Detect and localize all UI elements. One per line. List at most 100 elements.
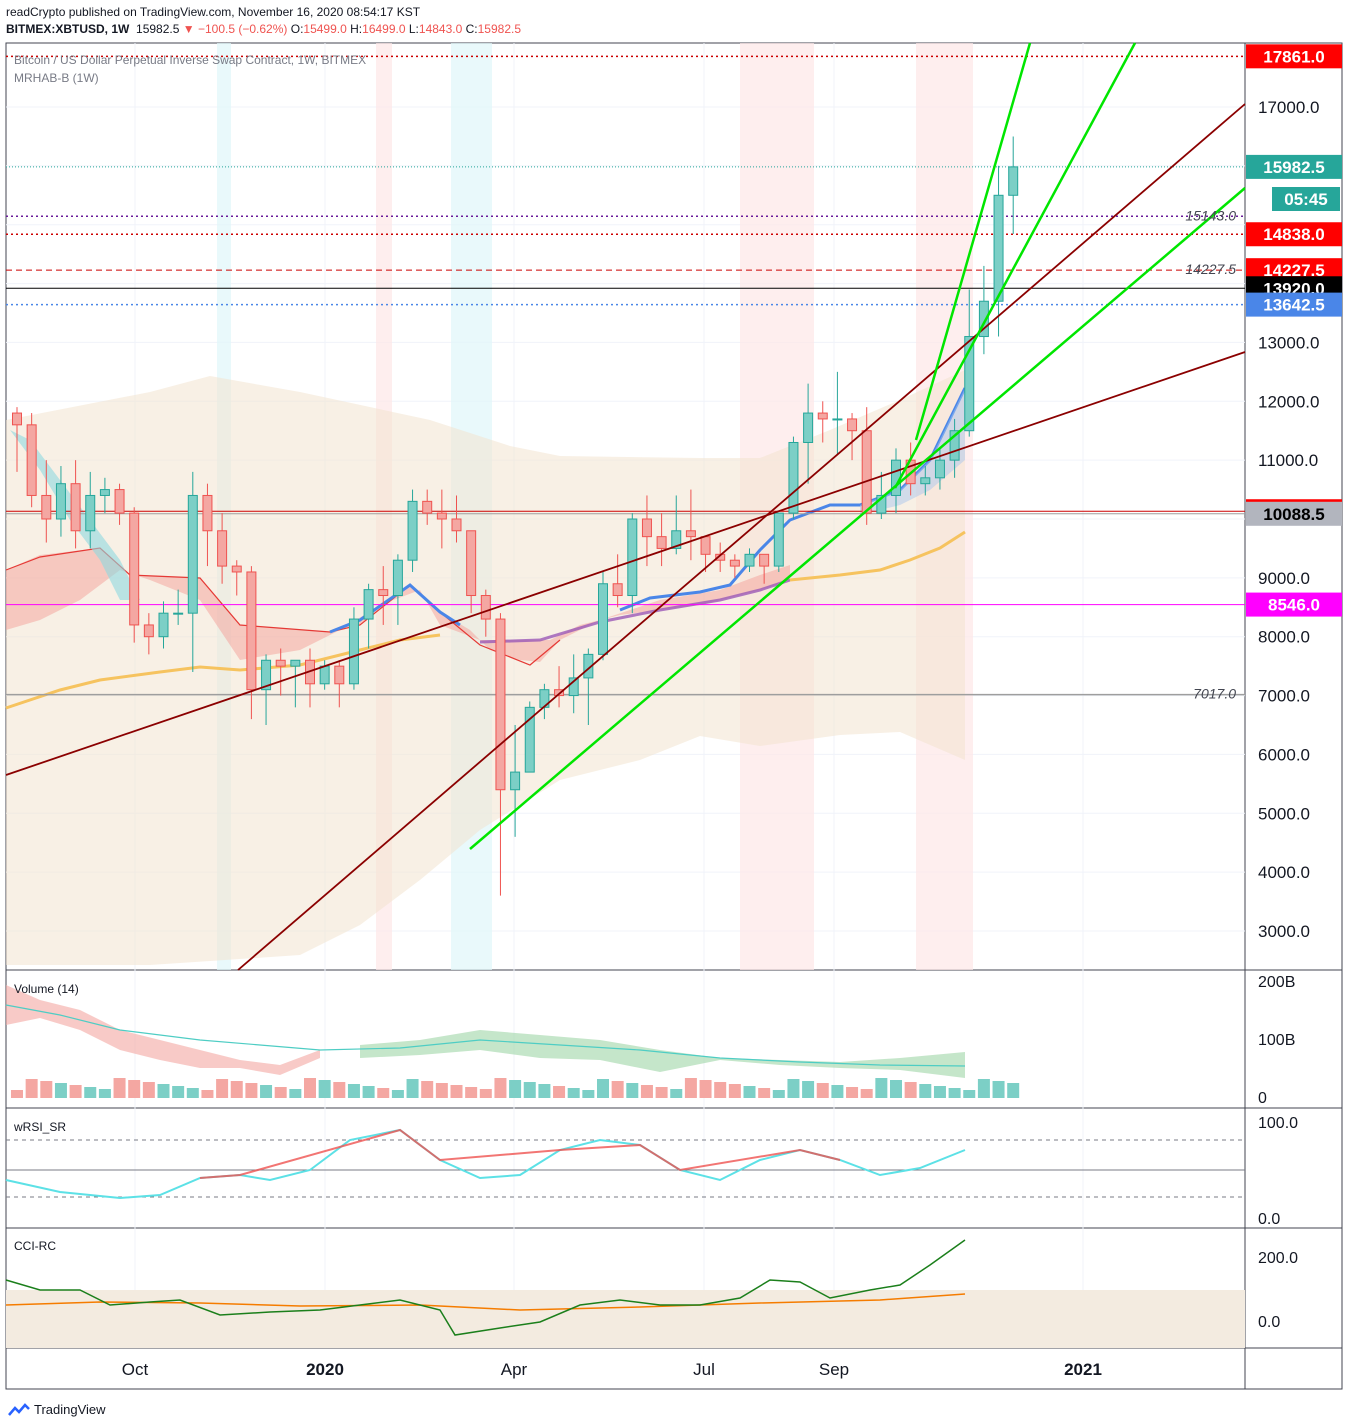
volume-bar: [860, 1089, 873, 1098]
price-tag-text: 14227.5: [1263, 261, 1324, 280]
volume-bar: [597, 1079, 609, 1098]
price-tag-box: [1246, 44, 1342, 69]
candle-body: [290, 659, 301, 667]
horizontal-levels: [6, 55, 1245, 696]
candle-body: [656, 536, 667, 549]
level-label: 7017.0: [1193, 686, 1236, 702]
price-tag-box: [1246, 292, 1342, 317]
volume-bar: [523, 1082, 536, 1098]
symbol-label: BITMEX:XBTUSD, 1W: [6, 22, 130, 36]
volume-bar: [245, 1083, 258, 1098]
candle-body: [568, 677, 579, 697]
volume-bar: [391, 1090, 404, 1098]
level-label: 14227.5: [1185, 261, 1236, 277]
volume-bar: [201, 1090, 214, 1098]
candle-body: [949, 430, 960, 461]
candle-body: [700, 536, 711, 555]
time-tick: 2021: [1064, 1360, 1102, 1379]
volume-bar: [406, 1079, 419, 1098]
cci-band: [6, 1290, 1245, 1348]
candle-body: [641, 518, 652, 538]
volume-cloud-red: [6, 985, 320, 1075]
candle-body: [803, 412, 814, 443]
wrsi-pane: [5, 1128, 1245, 1200]
time-tick: Jul: [693, 1360, 715, 1379]
candle-body: [143, 624, 154, 638]
price-tag-box: [1246, 501, 1342, 526]
volume-bar: [758, 1088, 771, 1098]
candle-body: [26, 424, 37, 496]
wrsi-red-segments: [199, 1128, 841, 1179]
candle-body: [920, 477, 931, 485]
candle-body: [407, 500, 418, 561]
volume-pane: [5, 985, 1020, 1098]
volume-bar: [69, 1085, 82, 1098]
price-tick: 6000.0: [1258, 745, 1310, 764]
price-tags: 17861.015982.505:4514838.014227.513920.0…: [1246, 44, 1342, 617]
volume-bar: [655, 1087, 668, 1098]
candle-body: [759, 553, 770, 567]
candle-body: [495, 618, 506, 791]
candle-body: [861, 430, 872, 514]
price-tag-text: 15982.5: [1263, 158, 1324, 177]
candle-body: [993, 194, 1004, 302]
volume-bar: [274, 1087, 287, 1098]
volume-bar: [98, 1089, 111, 1098]
price-tick: 12000.0: [1258, 392, 1319, 411]
volume-bar: [553, 1086, 566, 1098]
candle-body: [598, 583, 608, 655]
volume-bar: [787, 1079, 800, 1098]
volume-bar: [890, 1080, 902, 1098]
price-tick: 5000.0: [1258, 804, 1310, 823]
candle-body: [832, 418, 843, 421]
volume-bar: [948, 1088, 961, 1098]
footer-brand[interactable]: TradingView: [8, 1402, 106, 1417]
candle-body: [422, 500, 433, 514]
volume-bar: [84, 1087, 97, 1098]
candle-body: [627, 518, 638, 597]
volume-bar: [919, 1084, 932, 1098]
red-trend-line: [5, 351, 1246, 776]
volume-bar: [699, 1080, 712, 1098]
volume-bar: [347, 1084, 360, 1098]
candle-body: [978, 300, 989, 338]
candle-body: [70, 483, 81, 532]
price-tag-box: [1246, 154, 1342, 179]
candle-body: [583, 653, 594, 679]
low-value: 14843.0: [418, 22, 463, 36]
volume-cloud-green: [360, 1030, 965, 1078]
volume-bar: [128, 1080, 141, 1098]
volume-bar: [25, 1079, 38, 1098]
candle-body: [261, 659, 272, 691]
publisher-text: readCrypto published on TradingView.com,…: [6, 5, 421, 19]
volume-bar: [875, 1078, 888, 1098]
candle-body: [671, 530, 682, 549]
volume-label: Volume (14): [14, 982, 79, 996]
red-trend-line: [237, 103, 1246, 971]
candle-body: [173, 612, 184, 615]
footer-brand-text: TradingView: [34, 1402, 106, 1417]
candle-body: [231, 565, 242, 573]
purple-ma-line: [479, 578, 791, 644]
volume-bar: [479, 1089, 492, 1098]
volume-bar: [684, 1078, 697, 1098]
volume-bar: [172, 1086, 185, 1098]
price-tag-text: 14838.0: [1263, 225, 1324, 244]
volume-bar: [304, 1078, 316, 1098]
candle-body: [510, 771, 521, 791]
volume-bar: [230, 1081, 243, 1098]
volume-bar: [318, 1080, 331, 1098]
high-value: 16499.0: [362, 22, 406, 36]
price-tag-box: [1246, 592, 1342, 617]
bollinger-cloud-area: [6, 370, 965, 965]
candle-body: [348, 618, 359, 685]
volume-bar: [494, 1078, 507, 1098]
cci-pane: [5, 1239, 1245, 1348]
volume-bar: [40, 1081, 53, 1098]
vol-tick-0: 0: [1258, 1090, 1267, 1107]
volume-ma-line: [5, 1004, 966, 1067]
price-tick: 17000.0: [1258, 98, 1319, 117]
candle-body: [246, 571, 257, 691]
volume-bar: [186, 1088, 199, 1098]
